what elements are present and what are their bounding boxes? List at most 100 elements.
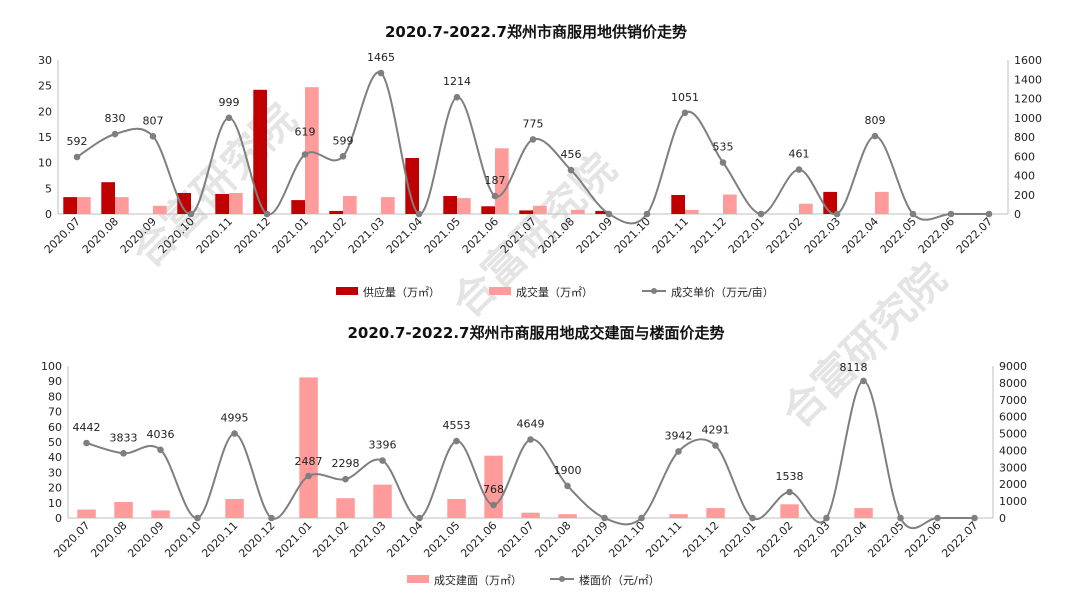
c1-price-point [681,109,689,117]
c1-bar-supply [253,89,267,214]
c1-bar-deal [343,196,357,214]
c2-bar-deal [854,508,873,518]
c1-ytick-right: 0 [1014,208,1021,221]
c2-price-point [638,514,645,522]
c2-xtick: 2021.04 [384,519,425,560]
c1-bar-supply [823,191,837,214]
c2-price-point [83,439,90,447]
c1-price-label: 999 [219,96,240,109]
c1-price-point [301,151,309,158]
c1-bar-deal [229,193,243,214]
c2-legend-swatch [407,575,429,583]
c2-xtick: 2022.04 [828,519,869,560]
c1-legend-label: 成交单价（万元/亩） [671,285,774,299]
c2-xtick: 2020.11 [199,519,240,560]
c2-ytick-right: 4000 [999,444,1027,457]
c2-xtick: 2020.09 [125,519,166,560]
c2-price-label: 8118 [840,361,868,374]
c2-price-label: 768 [483,483,504,496]
c2-price-point [268,514,275,522]
c1-ytick-right: 1000 [1014,112,1042,125]
c1-bar-deal [799,203,813,214]
c2-price-label: 2487 [295,455,323,468]
chart1-line: 592 830 807 999 619 599 1465 1214 187 775 456 1051 5… [67,51,993,225]
chart2-legend: 成交建面（万㎡） 楼面价（元/㎡） [407,573,660,587]
c1-price-point [111,130,119,138]
c1-price-label: 456 [561,148,582,161]
c1-bar-supply [671,195,685,214]
c1-xtick: 2021.12 [688,215,729,256]
c2-ytick-right: 5000 [999,428,1027,441]
c2-price-label: 3396 [369,439,397,452]
c2-price-point [120,450,127,457]
c1-bar-deal [685,209,699,214]
c1-bar-deal [153,205,167,214]
c2-xtick: 2021.06 [458,519,499,560]
c1-price-point [415,210,423,218]
c2-ytick-right: 2000 [999,478,1027,491]
c1-price-point [985,210,993,218]
c2-xtick: 2021.08 [532,519,573,560]
c1-ytick-right: 200 [1014,189,1035,202]
c2-bar-deal [447,499,466,518]
c2-xtick: 2021.07 [495,519,536,560]
c1-price-label: 1465 [367,51,395,64]
c2-ytick-left: 50 [48,436,62,449]
c1-price-point [491,192,499,200]
c1-ytick-right: 1400 [1014,73,1042,86]
c1-price-point [909,210,917,218]
c2-price-point [490,501,497,509]
c1-xtick: 2020.08 [80,215,121,256]
supply-sales-price-chart: 2020.7-2022.7郑州市商服用地供销价走势 05101520253002… [38,23,1042,299]
c1-legend-label: 成交量（万㎡） [516,285,593,299]
c2-bar-deal [151,510,170,518]
c2-price-point [564,482,571,490]
c2-price-label: 4291 [702,424,730,437]
c1-ytick-right: 800 [1014,131,1035,144]
c1-ytick-left: 20 [38,105,52,118]
c2-legend-marker [559,576,565,582]
chart2-title: 2020.7-2022.7郑州市商服用地成交建面与楼面价走势 [348,324,725,342]
c2-bar-deal [780,504,799,518]
c2-ytick-left: 80 [48,390,62,403]
c2-price-point [601,514,608,522]
c2-xtick: 2020.07 [51,519,92,560]
c2-price-label: 2298 [332,457,360,470]
c1-ytick-right: 400 [1014,170,1035,183]
c2-price-point [897,514,904,522]
c1-price-point [643,210,651,218]
c1-bar-deal [77,197,91,214]
c1-bar-deal [533,205,547,214]
c1-ytick-left: 0 [45,208,52,221]
c2-price-point [786,488,793,496]
chart2-bars [77,377,873,518]
c2-price-label: 4553 [443,419,471,432]
c1-price-label: 619 [295,125,316,138]
chart1-bars [63,87,889,214]
c2-price-point [416,514,423,522]
c1-price-point [529,136,537,143]
c2-xtick: 2021.12 [680,519,721,560]
c1-bar-supply [215,194,229,214]
c1-price-label: 809 [865,114,886,127]
c2-bar-deal [373,484,392,518]
c2-price-point [157,446,164,454]
c2-price-line [86,379,975,530]
c2-xtick: 2021.01 [273,519,314,560]
c2-xtick: 2021.02 [310,519,351,560]
c2-price-point [527,436,534,443]
c1-price-point [795,166,803,173]
c2-ytick-left: 10 [48,497,62,510]
c2-xtick: 2021.05 [421,519,462,560]
c1-bar-deal [381,197,395,214]
c1-price-point [73,153,81,161]
c1-xtick: 2022.02 [764,215,805,256]
c1-ytick-left: 10 [38,157,52,170]
c2-ytick-left: 70 [48,406,62,419]
c2-xtick: 2022.05 [865,519,906,560]
c1-bar-supply [405,158,419,214]
c1-price-point [757,210,765,218]
c2-price-label: 4649 [517,418,545,431]
c2-price-point [342,475,349,483]
